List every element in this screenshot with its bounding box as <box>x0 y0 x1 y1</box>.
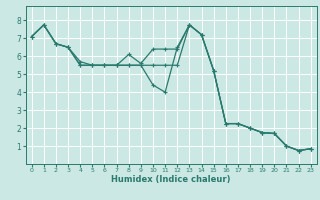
X-axis label: Humidex (Indice chaleur): Humidex (Indice chaleur) <box>111 175 231 184</box>
